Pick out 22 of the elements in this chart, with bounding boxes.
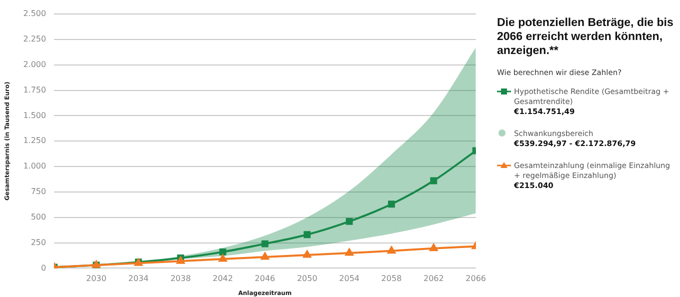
- y-tick-label: 1.000: [23, 162, 46, 171]
- y-tick-label: 1.250: [23, 136, 46, 146]
- x-tick-label: 2062: [423, 274, 444, 284]
- x-tick-label: 2042: [212, 274, 233, 284]
- y-tick-label: 2.000: [23, 60, 46, 69]
- x-tick-label: 2038: [170, 274, 191, 284]
- x-tick-label: 2030: [86, 274, 106, 284]
- x-tick-label: 2046: [254, 274, 276, 284]
- y-tick-label: 500: [30, 212, 46, 222]
- y-tick-label: 0: [41, 263, 46, 272]
- x-tick-label: 2034: [128, 274, 149, 284]
- x-tick-label: 2066: [466, 274, 486, 284]
- y-tick-label: 1.500: [23, 110, 46, 120]
- y-tick-label: 250: [30, 238, 46, 247]
- x-tick-label: 2054: [339, 274, 360, 284]
- x-tick-label: 2050: [296, 274, 318, 284]
- y-tick-label: 750: [30, 187, 46, 196]
- y-tick-label: 2.500: [23, 9, 46, 18]
- y-tick-label: 2.250: [23, 34, 46, 44]
- y-tick-label: 1.750: [23, 85, 46, 94]
- text: Die potenziellen Beträge, die bis 2066 erreicht werden könnten, anzeigen.**: [497, 16, 674, 58]
- x-tick-label: 2058: [381, 274, 402, 284]
